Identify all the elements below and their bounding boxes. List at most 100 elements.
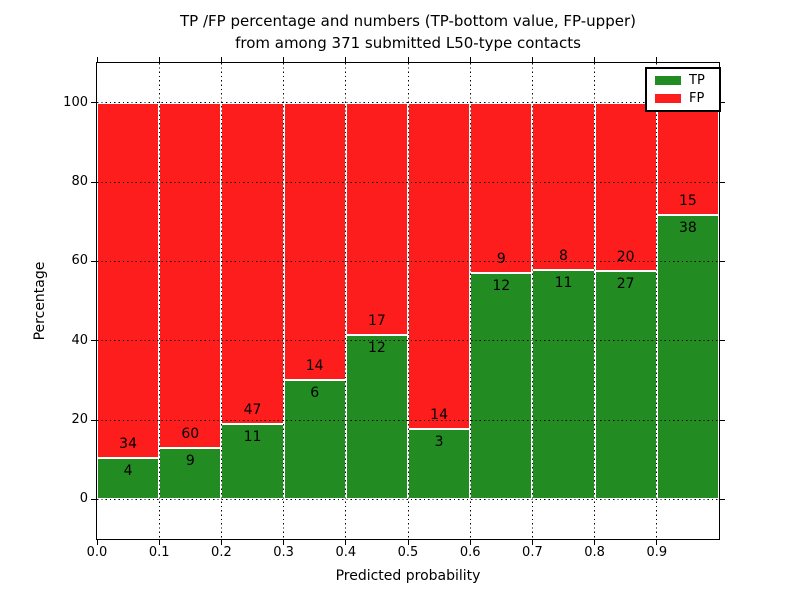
legend: TP FP <box>645 67 721 112</box>
y-tick-label: 0 <box>79 491 88 507</box>
bar-count-tp: 6 <box>310 385 320 402</box>
bar-segment-tp <box>470 272 533 500</box>
x-tick-mark <box>656 540 658 545</box>
x-axis-label: Predicted probability <box>335 568 481 584</box>
v-gridline <box>469 63 471 539</box>
bar-count-fp: 34 <box>119 435 138 452</box>
bar-segment-fp <box>470 102 533 273</box>
y-tick-mark-right <box>720 102 725 104</box>
x-tick-label: 0.4 <box>335 545 357 560</box>
x-tick-mark <box>158 540 160 545</box>
x-tick-label: 0.3 <box>273 545 294 560</box>
bar-segment-fp <box>408 102 471 430</box>
chart-title-line2: from among 371 submitted L50-type contac… <box>235 34 581 52</box>
y-tick-label: 80 <box>71 174 88 189</box>
y-tick-mark <box>91 498 96 500</box>
x-tick-mark <box>531 540 533 545</box>
bar-count-fp: 17 <box>367 313 386 330</box>
bar-segment-tp <box>221 424 284 500</box>
bar-count-tp: 3 <box>434 434 444 451</box>
bar-count-fp: 14 <box>305 358 324 375</box>
x-tick-mark-top <box>345 57 347 62</box>
bar-count-fp: 14 <box>430 407 449 424</box>
y-axis-label: Percentage <box>32 261 48 341</box>
x-tick-mark <box>220 540 222 545</box>
bar-segment-fp <box>594 102 657 272</box>
legend-label-tp: TP <box>689 72 705 88</box>
bar-count-fp: 60 <box>181 425 200 442</box>
legend-item-fp: FP <box>655 91 719 106</box>
y-tick-label: 60 <box>71 253 88 269</box>
bar-count-tp: 11 <box>243 429 262 446</box>
y-tick-mark-right <box>720 419 725 421</box>
bar-count-tp: 12 <box>367 340 386 357</box>
x-tick-mark-top <box>283 57 285 62</box>
y-tick-mark <box>91 340 96 342</box>
y-tick-mark-right <box>720 181 725 183</box>
bar-count-tp: 4 <box>123 462 133 479</box>
y-tick-label: 100 <box>63 94 88 110</box>
x-tick-mark-top <box>220 57 222 62</box>
x-tick-mark-top <box>469 57 471 62</box>
bar-segment-tp <box>656 214 719 500</box>
bar-segment-fp <box>345 102 408 336</box>
x-tick-mark-top <box>656 57 658 62</box>
bar-segment-fp <box>159 102 222 448</box>
x-tick-label: 0.9 <box>646 545 668 560</box>
v-gridline <box>158 63 160 539</box>
bar-count-fp: 15 <box>678 192 697 209</box>
bar-count-tp: 11 <box>554 274 573 291</box>
x-tick-label: 0.1 <box>148 545 170 560</box>
x-tick-mark-top <box>531 57 533 62</box>
bar-segment-fp <box>283 102 346 381</box>
bar-segment-fp <box>532 102 595 270</box>
x-tick-mark-top <box>96 57 98 62</box>
legend-item-tp: TP <box>655 73 719 88</box>
bar-segment-tp <box>532 269 595 500</box>
x-tick-mark <box>283 540 285 545</box>
v-gridline <box>531 63 533 539</box>
x-tick-mark <box>594 540 596 545</box>
x-tick-label: 0.6 <box>459 545 481 560</box>
y-tick-label: 20 <box>71 412 88 427</box>
x-tick-mark <box>96 540 98 545</box>
x-tick-mark-top <box>158 57 160 62</box>
bar-count-fp: 9 <box>496 250 506 267</box>
bar-count-tp: 27 <box>616 276 635 293</box>
bar-segment-tp <box>345 335 408 500</box>
v-gridline <box>283 63 285 539</box>
legend-label-fp: FP <box>689 91 705 107</box>
fp-color-swatch <box>655 94 681 104</box>
v-gridline <box>407 63 409 539</box>
x-tick-label: 0.0 <box>86 545 108 560</box>
bar-segment-tp <box>408 429 471 500</box>
y-tick-mark-right <box>720 498 725 500</box>
plot-area: 34 4 60 9 47 11 14 6 17 12 14 3 9 12 8 11 20 27 15 38 <box>96 62 720 540</box>
bar-segment-fp <box>97 102 160 458</box>
chart-title: TP /FP percentage and numbers (TP-bottom… <box>97 10 719 54</box>
y-tick-mark <box>91 102 96 104</box>
x-tick-mark <box>407 540 409 545</box>
x-tick-mark-top <box>594 57 596 62</box>
bar-count-tp: 9 <box>185 452 195 469</box>
y-tick-mark <box>91 181 96 183</box>
y-tick-mark-right <box>720 260 725 262</box>
y-tick-mark <box>91 260 96 262</box>
bar-count-fp: 8 <box>559 247 568 264</box>
x-tick-label: 0.8 <box>584 545 605 560</box>
bar-segment-tp <box>97 457 160 500</box>
v-gridline <box>594 63 596 539</box>
x-tick-mark <box>345 540 347 545</box>
bar-count-tp: 38 <box>678 219 697 236</box>
y-tick-mark <box>91 419 96 421</box>
y-tick-label: 40 <box>71 332 88 348</box>
bar-segment-fp <box>221 102 284 425</box>
v-gridline <box>345 63 347 539</box>
bar-count-fp: 47 <box>243 402 262 419</box>
chart-title-line1: TP /FP percentage and numbers (TP-bottom… <box>180 12 636 30</box>
bar-count-fp: 20 <box>616 249 635 266</box>
v-gridline <box>220 63 222 539</box>
bar-count-tp: 12 <box>492 277 511 294</box>
v-gridline <box>656 63 658 539</box>
